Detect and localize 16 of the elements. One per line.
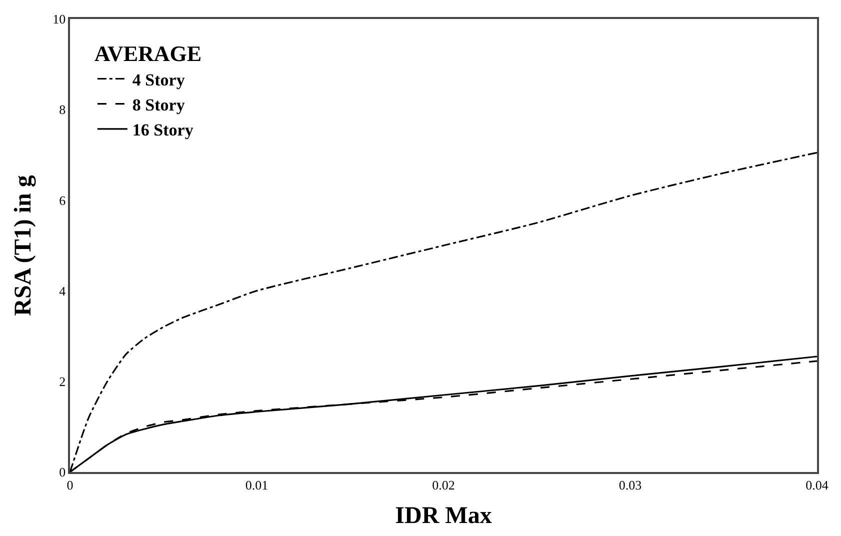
y-tick-label: 6 [59, 192, 66, 208]
legend-title: AVERAGE [94, 41, 202, 66]
y-tick-label: 8 [59, 102, 66, 118]
y-tick-label: 4 [59, 283, 66, 298]
y-tick-label: 0 [59, 464, 66, 480]
x-tick-label: 0.02 [432, 477, 455, 492]
legend-label: 16 Story [132, 120, 194, 140]
x-tick-label: 0.04 [806, 477, 829, 492]
y-tick-label: 2 [59, 374, 66, 389]
y-axis-title: RSA (T1) in g [10, 175, 36, 316]
x-axis-title: IDR Max [395, 503, 492, 530]
x-tick-label: 0.01 [245, 477, 268, 492]
legend-label: 8 Story [132, 95, 186, 114]
y-tick-label: 10 [52, 12, 66, 27]
x-tick-label: 0.03 [618, 477, 642, 492]
legend-label: 4 Story [132, 70, 186, 90]
